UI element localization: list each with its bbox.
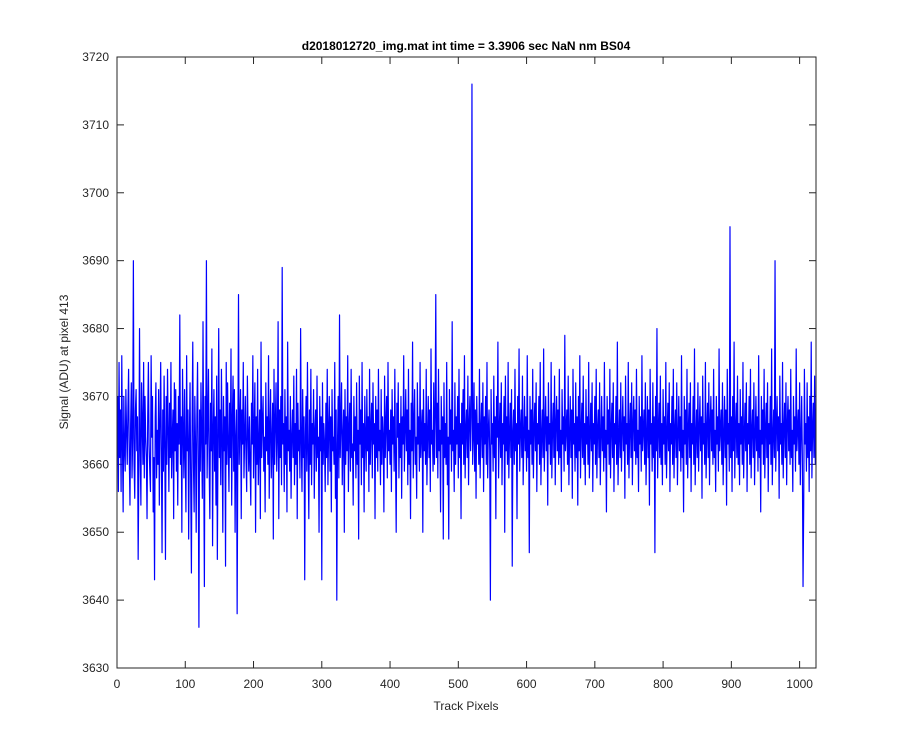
axis-tick-labels: 0 100 200 300 400 500 600 700 800 900 1000 3630 3640… (82, 50, 813, 691)
y-tick-label: 3630 (82, 661, 109, 675)
plot-area (117, 57, 816, 668)
y-tick-label: 3650 (82, 525, 109, 539)
y-tick-label: 3720 (82, 50, 109, 64)
x-tick-label: 0 (114, 677, 121, 691)
signal-series-line (117, 83, 816, 628)
x-tick-label: 500 (448, 677, 468, 691)
y-tick-label: 3660 (82, 457, 109, 471)
y-tick-label: 3690 (82, 254, 109, 268)
y-tick-label: 3680 (82, 322, 109, 336)
x-tick-label: 900 (721, 677, 741, 691)
y-tick-label: 3670 (82, 389, 109, 403)
axes-box (116, 56, 817, 669)
chart-title: d2018012720_img.mat int time = 3.3906 se… (302, 39, 631, 53)
x-tick-label: 800 (653, 677, 673, 691)
x-tick-label: 300 (312, 677, 332, 691)
y-tick-label: 3710 (82, 118, 109, 132)
x-axis-label: Track Pixels (434, 699, 499, 713)
x-tick-label: 200 (244, 677, 264, 691)
x-tick-label: 400 (380, 677, 400, 691)
y-tick-label: 3700 (82, 186, 109, 200)
x-tick-label: 100 (175, 677, 195, 691)
y-tick-label: 3640 (82, 593, 109, 607)
x-tick-label: 1000 (786, 677, 813, 691)
x-tick-label: 700 (585, 677, 605, 691)
x-tick-label: 600 (517, 677, 537, 691)
y-axis-label: Signal (ADU) at pixel 413 (57, 294, 71, 429)
